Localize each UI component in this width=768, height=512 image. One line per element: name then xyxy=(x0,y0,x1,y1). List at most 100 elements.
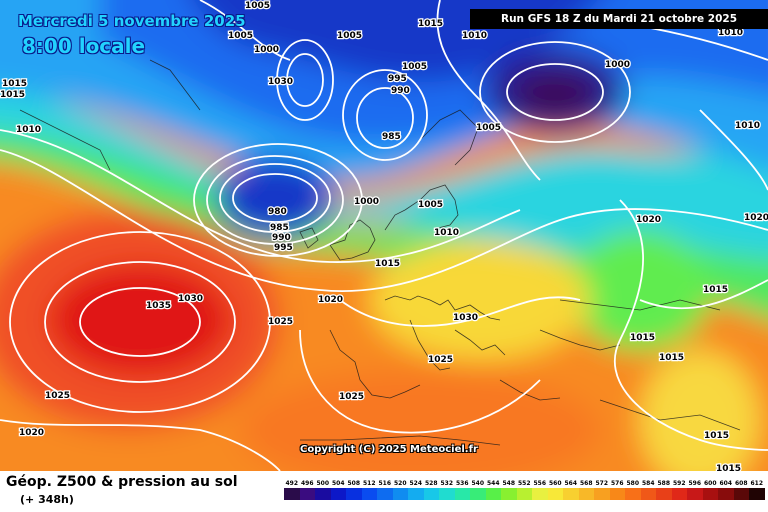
legend-swatch xyxy=(392,488,408,500)
legend-label: 572 xyxy=(595,480,609,487)
isobar-label: 1005 xyxy=(418,200,443,210)
legend-swatch xyxy=(454,488,470,500)
isobar-label: 1015 xyxy=(630,333,655,343)
legend-swatch xyxy=(516,488,532,500)
isobar-label: 1020 xyxy=(318,295,343,305)
legend-label: 592 xyxy=(672,480,686,487)
legend-entry: 528 xyxy=(423,480,439,500)
legend-swatch xyxy=(733,488,749,500)
isobar-label: 1005 xyxy=(337,31,362,41)
color-legend: 492 496 500 504 508 512 516 520 524 528 532 536 540 5… xyxy=(284,480,765,500)
legend-swatch xyxy=(718,488,734,500)
legend-entry: 584 xyxy=(640,480,656,500)
legend-entry: 612 xyxy=(749,480,765,500)
legend-label: 512 xyxy=(362,480,376,487)
legend-entry: 552 xyxy=(516,480,532,500)
isobar-label: 995 xyxy=(274,243,293,253)
legend-swatch xyxy=(547,488,563,500)
legend-label: 608 xyxy=(734,480,748,487)
isobar-label: 1015 xyxy=(659,353,684,363)
isobar-labels: 1005 1005 1000 1015 1005 1010 1000 1010 … xyxy=(0,0,768,471)
legend-label: 604 xyxy=(719,480,733,487)
isobar-label: 1010 xyxy=(735,121,760,131)
legend-label: 588 xyxy=(657,480,671,487)
legend-label: 556 xyxy=(533,480,547,487)
legend-entry: 604 xyxy=(718,480,734,500)
legend-entry: 508 xyxy=(346,480,362,500)
isobar-label: 1015 xyxy=(2,79,27,89)
legend-swatch xyxy=(330,488,346,500)
legend-entry: 592 xyxy=(671,480,687,500)
legend-swatch xyxy=(578,488,594,500)
legend-swatch xyxy=(594,488,610,500)
legend-entry: 540 xyxy=(470,480,486,500)
model-run-info: Run GFS 18 Z du Mardi 21 octobre 2025 xyxy=(470,9,768,29)
legend-entry: 532 xyxy=(439,480,455,500)
legend-label: 528 xyxy=(424,480,438,487)
copyright-notice: Copyright (C) 2025 Meteociel.fr xyxy=(300,444,478,455)
legend-swatch xyxy=(299,488,315,500)
isobar-label: 1005 xyxy=(476,123,501,133)
isobar-label: 1015 xyxy=(716,464,741,471)
isobar-label: 1030 xyxy=(453,313,478,323)
isobar-label: 1020 xyxy=(744,213,768,223)
isobar-label: 1035 xyxy=(146,301,171,311)
coastlines xyxy=(19,59,741,446)
isobar-label: 1010 xyxy=(434,228,459,238)
legend-label: 496 xyxy=(300,480,314,487)
legend-entry: 524 xyxy=(408,480,424,500)
legend-label: 544 xyxy=(486,480,500,487)
legend-entry: 504 xyxy=(330,480,346,500)
chart-title: Géop. Z500 & pression au sol xyxy=(6,474,238,490)
isobar-label: 1030 xyxy=(178,294,203,304)
legend-entry: 512 xyxy=(361,480,377,500)
legend-label: 536 xyxy=(455,480,469,487)
legend-entry: 608 xyxy=(733,480,749,500)
legend-swatch xyxy=(702,488,718,500)
legend-swatch xyxy=(408,488,424,500)
isobar-label: 1015 xyxy=(375,259,400,269)
isobar-label: 1010 xyxy=(16,125,41,135)
legend-entry: 580 xyxy=(625,480,641,500)
legend-swatch xyxy=(470,488,486,500)
legend-label: 552 xyxy=(517,480,531,487)
yellow-ridge xyxy=(370,240,590,360)
legend-label: 612 xyxy=(750,480,764,487)
legend-label: 540 xyxy=(471,480,485,487)
isobar-label: 1025 xyxy=(268,317,293,327)
isobar-label: 1025 xyxy=(45,391,70,401)
isobar-label: 1000 xyxy=(254,45,279,55)
legend-swatch xyxy=(625,488,641,500)
weather-map: 1005 1005 1000 1015 1005 1010 1000 1010 … xyxy=(0,0,768,471)
legend-label: 560 xyxy=(548,480,562,487)
low-west xyxy=(217,158,333,238)
isobar-label: 1005 xyxy=(245,1,270,11)
legend-label: 564 xyxy=(564,480,578,487)
legend-swatch xyxy=(749,488,765,500)
isobar-label: 990 xyxy=(391,86,410,96)
legend-entry: 596 xyxy=(687,480,703,500)
legend-entry: 568 xyxy=(578,480,594,500)
legend-swatch xyxy=(671,488,687,500)
legend-label: 584 xyxy=(641,480,655,487)
isobar-label: 1015 xyxy=(418,19,443,29)
legend-swatch xyxy=(532,488,548,500)
legend-swatch xyxy=(656,488,672,500)
legend-entry: 576 xyxy=(609,480,625,500)
forecast-date: Mercredi 5 novembre 2025 xyxy=(18,12,246,30)
south-orange xyxy=(240,370,600,471)
isobar-label: 990 xyxy=(272,233,291,243)
legend-entry: 496 xyxy=(299,480,315,500)
isobar-label: 1005 xyxy=(402,62,427,72)
legend-swatch xyxy=(346,488,362,500)
legend-label: 596 xyxy=(688,480,702,487)
isobar-label: 1015 xyxy=(0,90,25,100)
legend-swatch xyxy=(377,488,393,500)
se-yellow xyxy=(640,350,760,471)
legend-entry: 560 xyxy=(547,480,563,500)
legend-entry: 548 xyxy=(501,480,517,500)
isobar-label: 980 xyxy=(268,207,287,217)
legend-entry: 572 xyxy=(594,480,610,500)
legend-swatch xyxy=(609,488,625,500)
